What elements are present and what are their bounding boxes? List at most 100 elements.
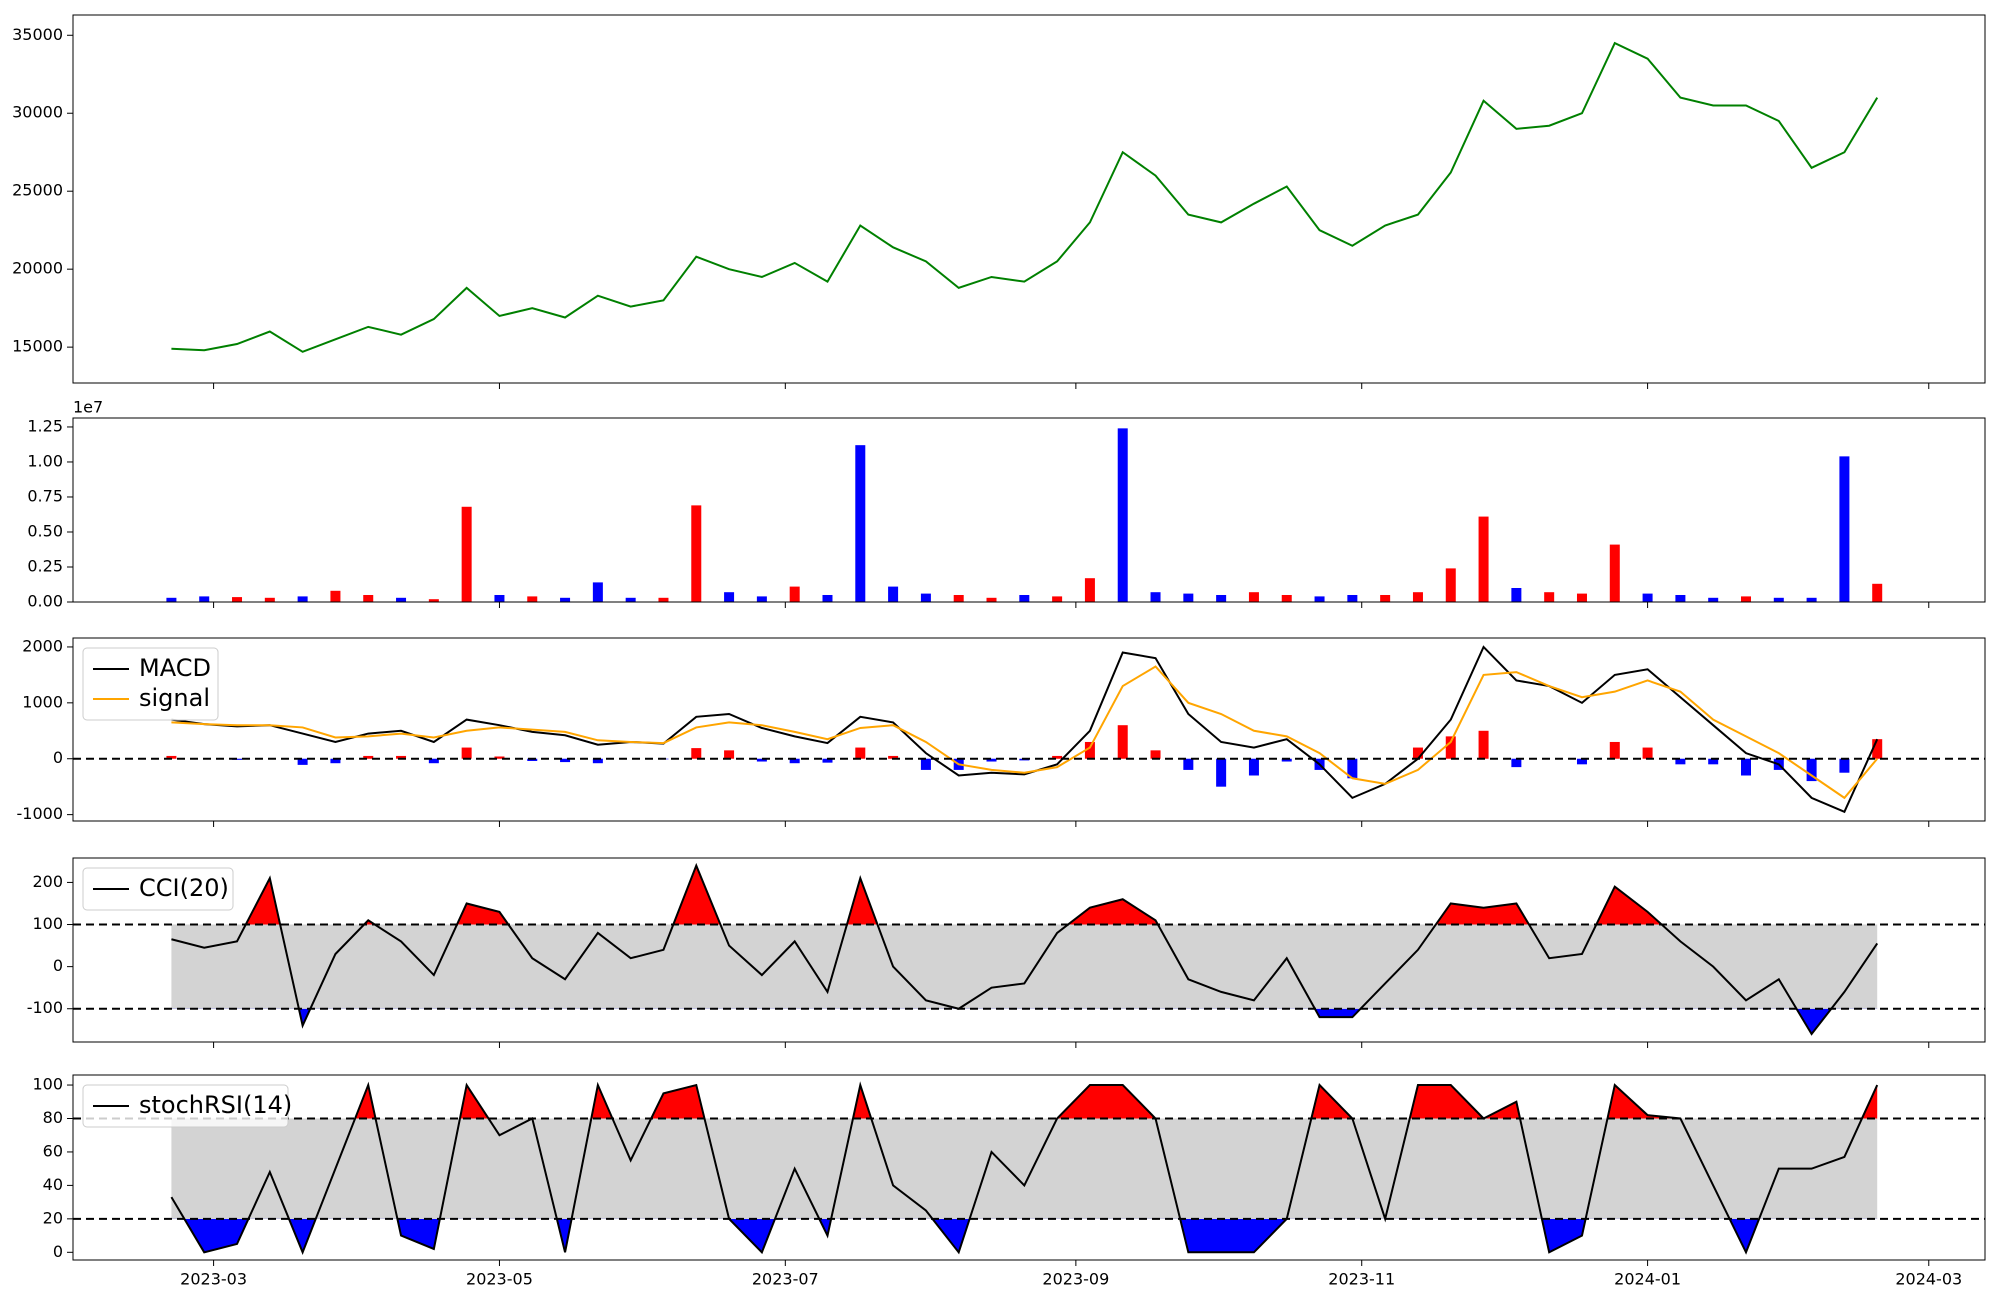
bar	[986, 597, 997, 602]
bar	[953, 594, 964, 602]
bar	[1183, 593, 1194, 602]
legend	[82, 1084, 289, 1128]
y-tick-label: 0.50	[27, 521, 63, 540]
hist-bar	[724, 750, 735, 759]
bar	[297, 596, 308, 602]
bar	[560, 597, 571, 602]
hist-bar	[822, 758, 833, 763]
bar	[199, 596, 210, 602]
hist-bar	[855, 747, 866, 759]
hist-bar	[1576, 758, 1587, 765]
bar	[855, 445, 866, 602]
bar	[166, 597, 177, 602]
hist-bar	[592, 758, 603, 764]
axis-offset-label: 1e7	[73, 398, 103, 417]
hist-bar	[1511, 758, 1522, 768]
bar	[1741, 596, 1751, 602]
bar	[1052, 596, 1063, 602]
bar	[920, 593, 931, 602]
bar	[232, 597, 243, 602]
x-tick-label: 2024-01	[1614, 1270, 1681, 1289]
bar	[1806, 597, 1817, 602]
plot-frame	[72, 14, 1986, 384]
plot-frame	[72, 1074, 1986, 1261]
y-tick-label: 200	[32, 872, 63, 891]
legend	[82, 647, 219, 721]
bar	[1347, 594, 1358, 602]
legend-label: MACD	[139, 654, 211, 682]
y-tick-label: 0	[53, 956, 63, 975]
bar	[461, 506, 472, 602]
hist-bar	[232, 758, 243, 760]
hist-bar	[888, 755, 899, 759]
bar	[888, 586, 899, 602]
bar	[789, 586, 800, 602]
hist-bar	[1609, 741, 1620, 759]
y-tick-label: 40	[43, 1175, 63, 1194]
bar	[1642, 593, 1653, 602]
bar	[363, 594, 374, 602]
bar	[1675, 594, 1686, 602]
bar	[1314, 596, 1325, 602]
plot-frame	[72, 637, 1986, 822]
hist-bar	[1281, 758, 1292, 762]
y-tick-label: 0.00	[27, 592, 63, 611]
hist-bar	[297, 758, 308, 765]
bar	[1872, 583, 1883, 602]
hist-bar	[691, 748, 702, 759]
panel	[73, 862, 1985, 1036]
y-tick-label: 15000	[12, 337, 63, 356]
hist-bar	[1052, 755, 1063, 759]
hist-bar	[1642, 747, 1653, 759]
hist-bar	[461, 747, 472, 759]
y-tick-label: 2000	[22, 636, 63, 655]
line	[171, 645, 1879, 814]
hist-bar	[1741, 758, 1751, 776]
bar	[527, 596, 538, 602]
hist-bar	[789, 758, 800, 764]
bar	[1478, 516, 1489, 602]
bar	[1117, 428, 1128, 602]
hist-bar	[396, 755, 407, 759]
hist-bar	[920, 758, 931, 770]
y-tick-label: 20	[43, 1208, 63, 1227]
hist-bar	[1675, 758, 1686, 765]
bar	[691, 505, 702, 602]
panel	[171, 41, 1879, 353]
band-fill	[171, 1118, 1878, 1219]
x-tick-label: 2024-03	[1895, 1270, 1962, 1289]
hist-bar	[1412, 747, 1423, 759]
y-tick-label: 0	[53, 1242, 63, 1261]
bar	[658, 597, 669, 602]
bar	[1544, 592, 1555, 602]
bar	[330, 590, 341, 602]
bar	[1084, 578, 1095, 602]
bar	[625, 597, 636, 602]
bar	[264, 597, 275, 602]
hist-bar	[1708, 758, 1719, 765]
y-tick-label: 0.25	[27, 556, 63, 575]
panel	[166, 428, 1883, 602]
hist-bar	[363, 755, 374, 759]
y-tick-label: 1.00	[27, 451, 63, 470]
bar	[428, 599, 439, 602]
y-tick-label: 20000	[12, 259, 63, 278]
bar	[396, 597, 407, 602]
x-tick-label: 2023-05	[466, 1270, 533, 1289]
panel	[73, 1081, 1985, 1256]
y-tick-label: 100	[32, 1075, 63, 1094]
hist-bar	[1478, 730, 1489, 759]
legend	[82, 867, 234, 911]
hist-bar	[166, 755, 177, 759]
y-tick-label: 0	[53, 748, 63, 767]
bar	[1708, 597, 1719, 602]
hist-bar	[1839, 758, 1850, 773]
bar	[1248, 592, 1259, 602]
line	[170, 1081, 1879, 1256]
panel	[73, 645, 1985, 814]
y-tick-label: -1000	[17, 804, 64, 823]
bar	[1150, 592, 1161, 602]
y-tick-label: 80	[43, 1108, 63, 1127]
plot-frame	[72, 417, 1986, 603]
